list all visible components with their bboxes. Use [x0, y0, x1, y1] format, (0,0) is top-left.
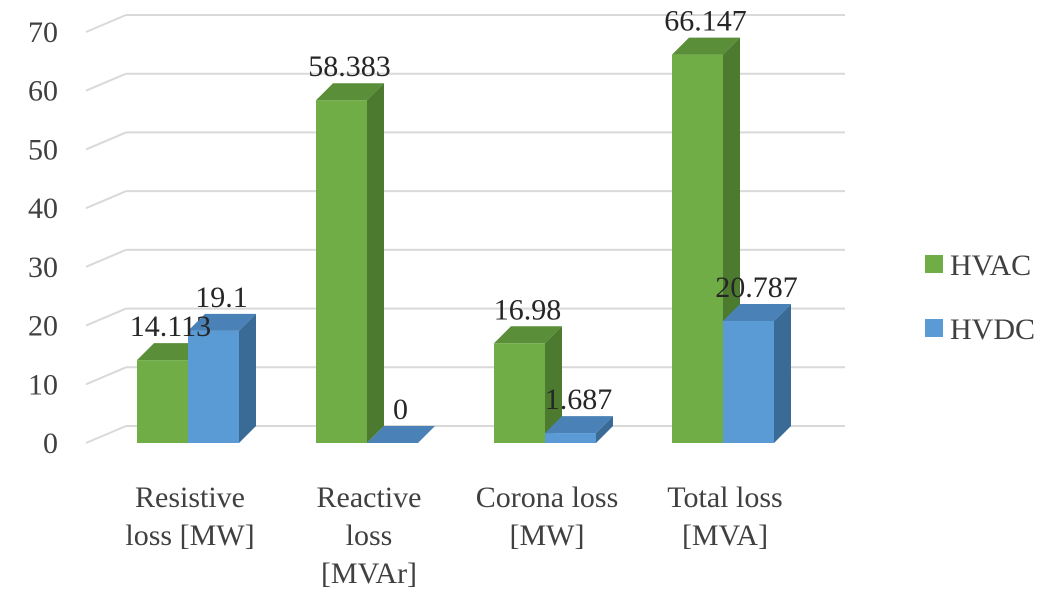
bar-hvdc-3	[723, 303, 791, 443]
legend-swatch	[925, 319, 943, 337]
legend-label: HVAC	[950, 249, 1031, 282]
bar-front-face	[188, 330, 239, 443]
bar-top-face	[188, 313, 256, 331]
y-tick-label: 10	[28, 368, 58, 401]
x-category-label: Total loss [MVA]	[667, 481, 782, 552]
y-tick-label: 70	[28, 16, 58, 49]
gridline-depth	[85, 425, 127, 444]
bar-side-face	[367, 83, 384, 444]
gridline-depth	[85, 190, 127, 210]
x-category-label: Corona loss [MW]	[476, 481, 619, 552]
legend-swatch	[925, 255, 943, 273]
bar-side-face	[596, 416, 613, 443]
y-axis-ticks: 0 10 20 30 40 50 60 70	[28, 16, 58, 460]
data-label-hvdc: 1.687	[545, 383, 613, 416]
gridline-depth	[85, 131, 127, 151]
x-axis-categories: Resistive loss [MW] Reactive loss [MVAr] Coro…	[125, 481, 782, 590]
bar-top-face	[723, 303, 791, 321]
y-tick-label: 60	[28, 75, 58, 108]
bar-front-face	[494, 343, 545, 443]
bar-hvdc-0	[188, 313, 256, 443]
legend-label: HVDC	[950, 313, 1035, 346]
bar-top-face	[494, 326, 562, 344]
bar-side-face	[545, 326, 562, 443]
bar-hvac-2	[494, 326, 562, 443]
data-label-hvdc: 20.787	[715, 271, 798, 304]
gridline-depth	[85, 14, 127, 33]
bar-hvdc-2	[545, 416, 613, 443]
bars	[137, 37, 791, 444]
gridline-depth	[85, 248, 127, 268]
data-label-hvac: 66.147	[664, 5, 747, 38]
bar-top-face	[545, 416, 613, 434]
data-label-hvac: 16.98	[494, 293, 562, 326]
gridline-depth	[85, 366, 127, 386]
gridline-depth	[85, 307, 127, 327]
data-label-hvdc: 0	[393, 393, 408, 426]
bar-side-face	[239, 313, 256, 443]
x-category-label: Resistive loss [MW]	[125, 481, 254, 552]
y-tick-label: 0	[43, 427, 58, 460]
gridline-depth	[85, 72, 127, 92]
legend-item-hvac: HVAC	[925, 249, 1031, 282]
x-category-label: Reactive loss [MVAr]	[317, 481, 422, 590]
y-tick-label: 40	[28, 192, 58, 225]
y-tick-label: 30	[28, 251, 58, 284]
bar-top-face	[316, 83, 384, 101]
data-label-hvac: 14.113	[130, 310, 211, 343]
bar-top-face	[672, 37, 740, 55]
bar-front-face	[316, 100, 367, 444]
bar-hvac-1	[316, 83, 384, 444]
data-label-hvdc: 19.1	[195, 281, 248, 314]
bar-hvdc-1	[367, 426, 435, 443]
legend: HVAC HVDC	[925, 249, 1035, 346]
bar-top-face	[367, 426, 435, 443]
data-label-hvac: 58.383	[308, 50, 391, 83]
y-tick-label: 20	[28, 310, 58, 343]
legend-item-hvdc: HVDC	[925, 313, 1035, 346]
bar-front-face	[545, 433, 596, 443]
y-tick-label: 50	[28, 133, 58, 166]
bar-side-face	[774, 303, 791, 443]
bar-front-face	[723, 320, 774, 443]
bar-front-face	[137, 360, 188, 443]
bar-front-face	[672, 54, 723, 443]
